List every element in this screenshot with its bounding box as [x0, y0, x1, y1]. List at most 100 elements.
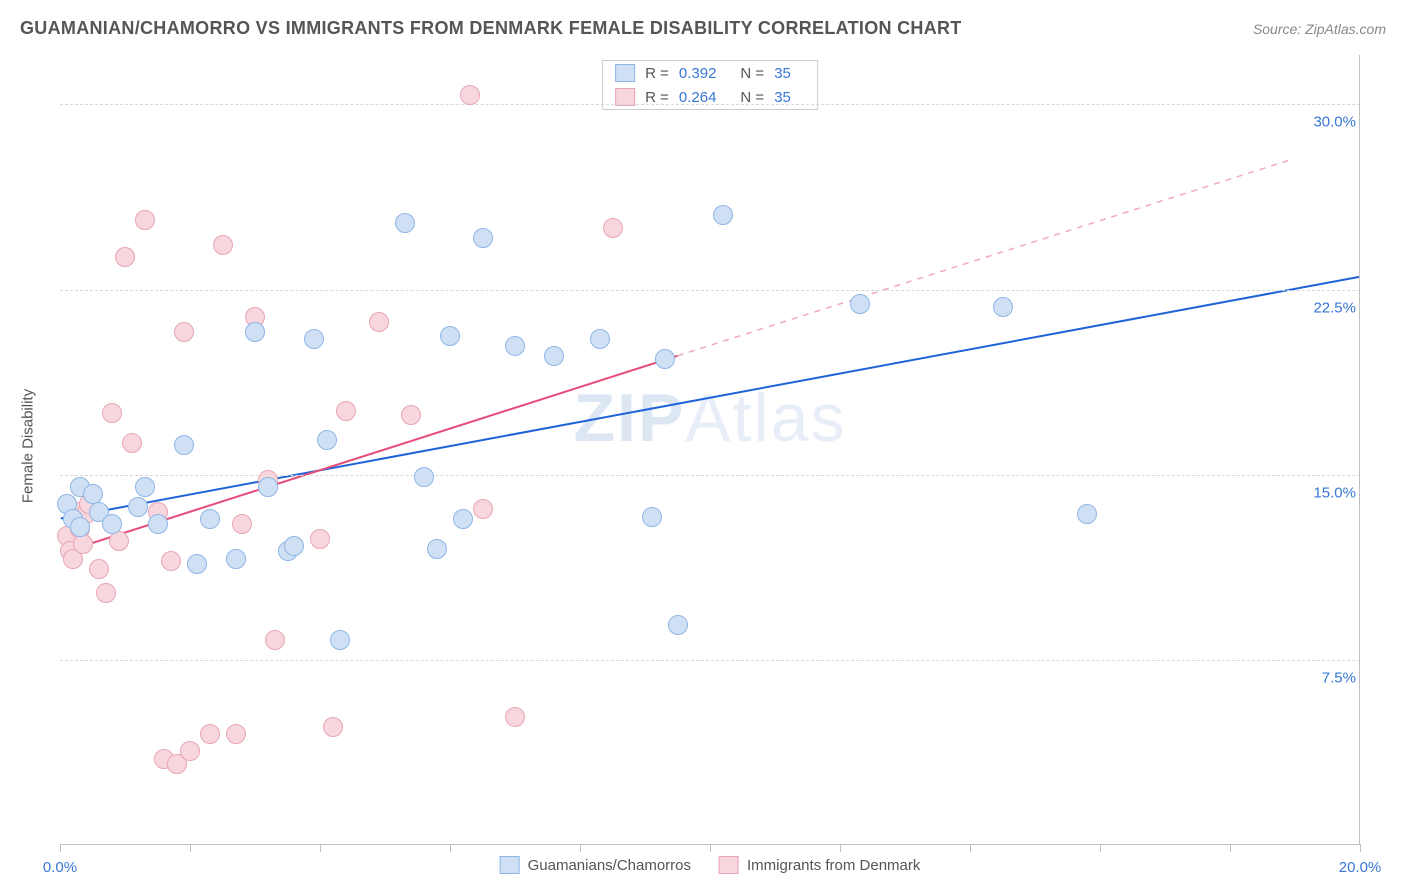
- y-axis-label: Female Disability: [20, 389, 37, 503]
- y-tick-label: 22.5%: [1313, 299, 1362, 316]
- data-point: [73, 534, 93, 554]
- data-point: [135, 210, 155, 230]
- data-point: [161, 551, 181, 571]
- watermark-bold: ZIP: [574, 380, 686, 456]
- source-attribution: Source: ZipAtlas.com: [1253, 21, 1386, 37]
- data-point: [226, 724, 246, 744]
- legend-n-value: 35: [774, 65, 791, 82]
- gridline-horizontal: [60, 475, 1360, 476]
- x-tick: [1100, 844, 1101, 852]
- data-point: [414, 467, 434, 487]
- gridline-horizontal: [60, 660, 1360, 661]
- data-point: [369, 312, 389, 332]
- trend-lines-svg: [60, 55, 1360, 844]
- data-point: [258, 477, 278, 497]
- x-tick-label: 0.0%: [43, 859, 77, 876]
- data-point: [187, 554, 207, 574]
- series-legend-label: Guamanians/Chamorros: [528, 857, 691, 874]
- data-point: [505, 336, 525, 356]
- data-point: [174, 435, 194, 455]
- data-point: [102, 403, 122, 423]
- data-point: [317, 430, 337, 450]
- data-point: [590, 329, 610, 349]
- data-point: [200, 509, 220, 529]
- x-tick: [970, 844, 971, 852]
- data-point: [323, 717, 343, 737]
- x-tick-label: 20.0%: [1339, 859, 1382, 876]
- title-bar: GUAMANIAN/CHAMORRO VS IMMIGRANTS FROM DE…: [20, 18, 1386, 39]
- data-point: [232, 514, 252, 534]
- chart-title: GUAMANIAN/CHAMORRO VS IMMIGRANTS FROM DE…: [20, 18, 962, 39]
- data-point: [473, 499, 493, 519]
- data-point: [850, 294, 870, 314]
- series-legend: Guamanians/Chamorros Immigrants from Den…: [500, 856, 921, 874]
- data-point: [135, 477, 155, 497]
- data-point: [226, 549, 246, 569]
- data-point: [668, 615, 688, 635]
- data-point: [102, 514, 122, 534]
- data-point: [505, 707, 525, 727]
- data-point: [96, 583, 116, 603]
- legend-n-label: N =: [740, 65, 764, 82]
- legend-r-label: R =: [645, 89, 669, 106]
- data-point: [115, 247, 135, 267]
- legend-n-label: N =: [740, 89, 764, 106]
- data-point: [655, 349, 675, 369]
- data-point: [265, 630, 285, 650]
- data-point: [427, 539, 447, 559]
- data-point: [395, 213, 415, 233]
- y-tick-label: 7.5%: [1322, 669, 1362, 686]
- data-point: [70, 517, 90, 537]
- gridline-horizontal: [60, 290, 1360, 291]
- watermark-light: Atlas: [685, 380, 846, 456]
- x-tick: [60, 844, 61, 852]
- data-point: [401, 405, 421, 425]
- y-tick-label: 30.0%: [1313, 114, 1362, 131]
- series-legend-item: Guamanians/Chamorros: [500, 856, 691, 874]
- data-point: [180, 741, 200, 761]
- data-point: [544, 346, 564, 366]
- x-tick: [320, 844, 321, 852]
- legend-r-label: R =: [645, 65, 669, 82]
- legend-r-value: 0.264: [679, 89, 717, 106]
- data-point: [304, 329, 324, 349]
- x-tick: [840, 844, 841, 852]
- data-point: [336, 401, 356, 421]
- gridline-horizontal: [60, 104, 1360, 105]
- data-point: [128, 497, 148, 517]
- chart-container: GUAMANIAN/CHAMORRO VS IMMIGRANTS FROM DE…: [0, 0, 1406, 892]
- data-point: [1077, 504, 1097, 524]
- data-point: [109, 531, 129, 551]
- data-point: [713, 205, 733, 225]
- x-tick: [1360, 844, 1361, 852]
- y-tick-label: 15.0%: [1313, 484, 1362, 501]
- plot-area: ZIPAtlas R = 0.392 N = 35 R = 0.264 N = …: [60, 55, 1360, 845]
- legend-swatch-icon: [500, 856, 520, 874]
- watermark: ZIPAtlas: [574, 379, 847, 457]
- data-point: [642, 507, 662, 527]
- correlation-legend-row: R = 0.392 N = 35: [603, 61, 817, 85]
- legend-swatch-icon: [615, 64, 635, 82]
- data-point: [148, 514, 168, 534]
- data-point: [603, 218, 623, 238]
- data-point: [473, 228, 493, 248]
- data-point: [284, 536, 304, 556]
- series-legend-item: Immigrants from Denmark: [719, 856, 920, 874]
- legend-swatch-icon: [719, 856, 739, 874]
- series-legend-label: Immigrants from Denmark: [747, 857, 920, 874]
- x-tick: [1230, 844, 1231, 852]
- data-point: [245, 322, 265, 342]
- data-point: [993, 297, 1013, 317]
- x-tick: [190, 844, 191, 852]
- x-tick: [580, 844, 581, 852]
- data-point: [330, 630, 350, 650]
- legend-r-value: 0.392: [679, 65, 717, 82]
- legend-swatch-icon: [615, 88, 635, 106]
- data-point: [89, 559, 109, 579]
- legend-n-value: 35: [774, 89, 791, 106]
- data-point: [200, 724, 220, 744]
- data-point: [174, 322, 194, 342]
- x-tick: [450, 844, 451, 852]
- data-point: [310, 529, 330, 549]
- data-point: [453, 509, 473, 529]
